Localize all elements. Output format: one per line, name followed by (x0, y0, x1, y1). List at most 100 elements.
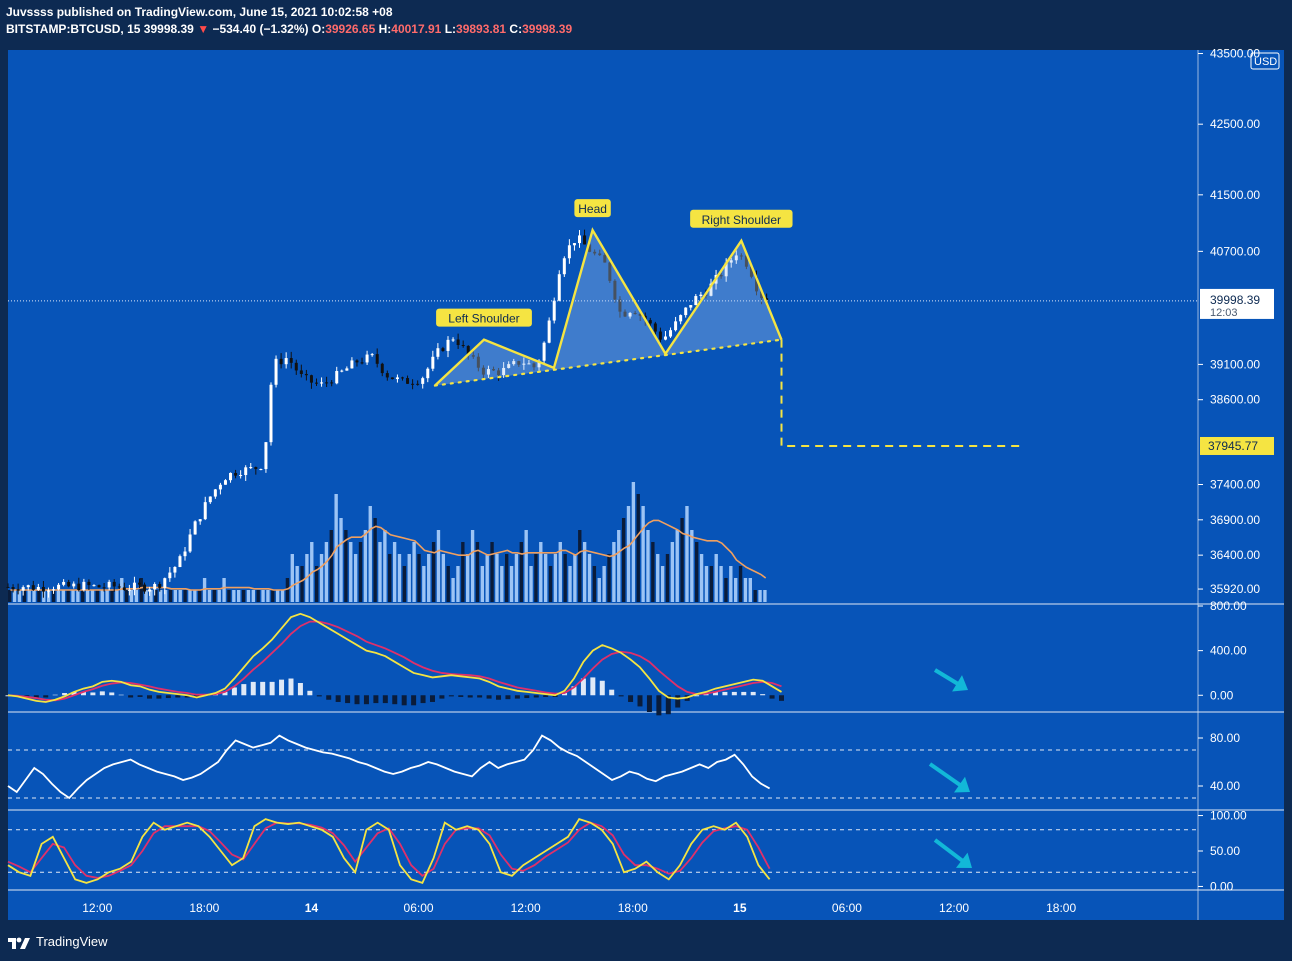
macd-hist-bar (354, 695, 360, 705)
candle-body (254, 467, 258, 470)
candle-body (385, 373, 389, 378)
candle-body (355, 360, 359, 363)
candle-body (390, 377, 394, 380)
candle-body (330, 382, 334, 384)
volume-bar (753, 590, 757, 602)
candle-body (183, 551, 187, 557)
volume-bar (129, 590, 134, 602)
volume-bar (568, 566, 572, 602)
volume-bar (685, 506, 689, 602)
chart-background (8, 50, 1284, 920)
stoch-arrow-icon (956, 852, 972, 868)
macd-hist-bar (297, 682, 303, 696)
volume-bar (695, 542, 699, 602)
macd-hist-bar (628, 695, 634, 702)
x-tick-label: 12:00 (82, 901, 112, 915)
macd-hist-bar (675, 695, 681, 708)
volume-bar (743, 578, 748, 602)
candle-body (16, 589, 20, 591)
candle-body (466, 345, 470, 356)
candle-body (542, 342, 546, 361)
candle-body (350, 360, 354, 369)
candle-body (178, 556, 182, 567)
candle-body (537, 360, 541, 368)
x-tick-label: 14 (305, 901, 319, 915)
volume-bar (173, 590, 178, 602)
candle-body (36, 586, 40, 590)
candle-body (11, 587, 15, 590)
volume-bar (163, 590, 168, 602)
macd-hist-bar (43, 695, 49, 698)
candle-body (380, 363, 384, 374)
open-label: O: (311, 22, 326, 36)
close-value: 39998.39 (522, 22, 573, 36)
volume-bar (232, 590, 236, 602)
candle-body (674, 321, 678, 331)
candle-body (416, 383, 420, 385)
candle-body (41, 586, 45, 592)
volume-bar (95, 590, 100, 602)
macd-hist-bar (665, 695, 671, 715)
down-arrow-icon: ▼ (197, 22, 210, 36)
volume-bar (475, 542, 480, 602)
candle-body (532, 363, 536, 368)
volume-bar (397, 554, 402, 602)
candle-body (21, 587, 25, 591)
footer-brand[interactable]: TradingView (36, 934, 108, 949)
symbol[interactable]: BITSTAMP:BTCUSD, 15 (6, 22, 141, 36)
candle-body (628, 312, 632, 317)
stoch-tick-label: 50.00 (1210, 844, 1240, 858)
candle-body (684, 307, 688, 316)
volume-bar (392, 542, 397, 602)
rsi-arrow-icon (954, 776, 970, 793)
stoch-k-line (7, 818, 771, 885)
volume-bar (631, 482, 636, 602)
volume-bar (314, 566, 319, 602)
volume-bar (719, 566, 723, 602)
macd-hist-bar (373, 695, 379, 704)
x-tick-label: 18:00 (1046, 901, 1076, 915)
chart-canvas[interactable]: 12:00 18:00 14 06:00 12:00 18:00 15 06:00 12:00 1… (0, 42, 1292, 928)
macd-hist-bar (769, 695, 775, 699)
macd-hist-bar (99, 691, 105, 696)
y-tick-label: 36900.00 (1210, 513, 1260, 527)
high-value: 40017.91 (391, 22, 442, 36)
macd-hist-bar (609, 689, 615, 696)
y-tick-label: 36400.00 (1210, 548, 1260, 562)
candle-body (259, 469, 263, 471)
volume-bar (612, 542, 616, 602)
candle-body (193, 521, 197, 535)
rsi-arrow-shaft (928, 762, 965, 790)
rsi-tick-label: 80.00 (1210, 731, 1240, 745)
candle-body (471, 355, 475, 357)
candle-body (739, 255, 743, 257)
candle-body (370, 354, 374, 356)
macd-hist-bar (250, 681, 256, 696)
high-label: H: (378, 22, 392, 36)
volume-bar (446, 566, 450, 602)
candle-body (274, 358, 278, 385)
volume-bar (470, 530, 475, 602)
macd-hist-bar (571, 686, 577, 696)
candle-body (512, 361, 516, 365)
candle-body (400, 377, 404, 379)
volume-bar (339, 518, 343, 602)
candle-body (663, 336, 667, 340)
candle-body (365, 354, 369, 363)
macd-hist-bar (156, 695, 162, 699)
pattern-label: Right Shoulder (702, 213, 781, 227)
macd-hist-bar (731, 691, 737, 696)
volume-bar (188, 590, 192, 602)
volume-bar (251, 590, 255, 602)
macd-hist-bar (467, 695, 473, 698)
candle-body (502, 367, 506, 376)
candle-body (451, 339, 455, 341)
y-tick-label: 41500.00 (1210, 188, 1260, 202)
volume-bar (524, 530, 528, 602)
macd-hist-bar (741, 691, 747, 696)
macd-hist-bar (486, 695, 492, 699)
volume-bar (256, 590, 260, 602)
candle-body (375, 354, 379, 364)
candle-body (497, 370, 501, 376)
candle-body (309, 375, 313, 383)
